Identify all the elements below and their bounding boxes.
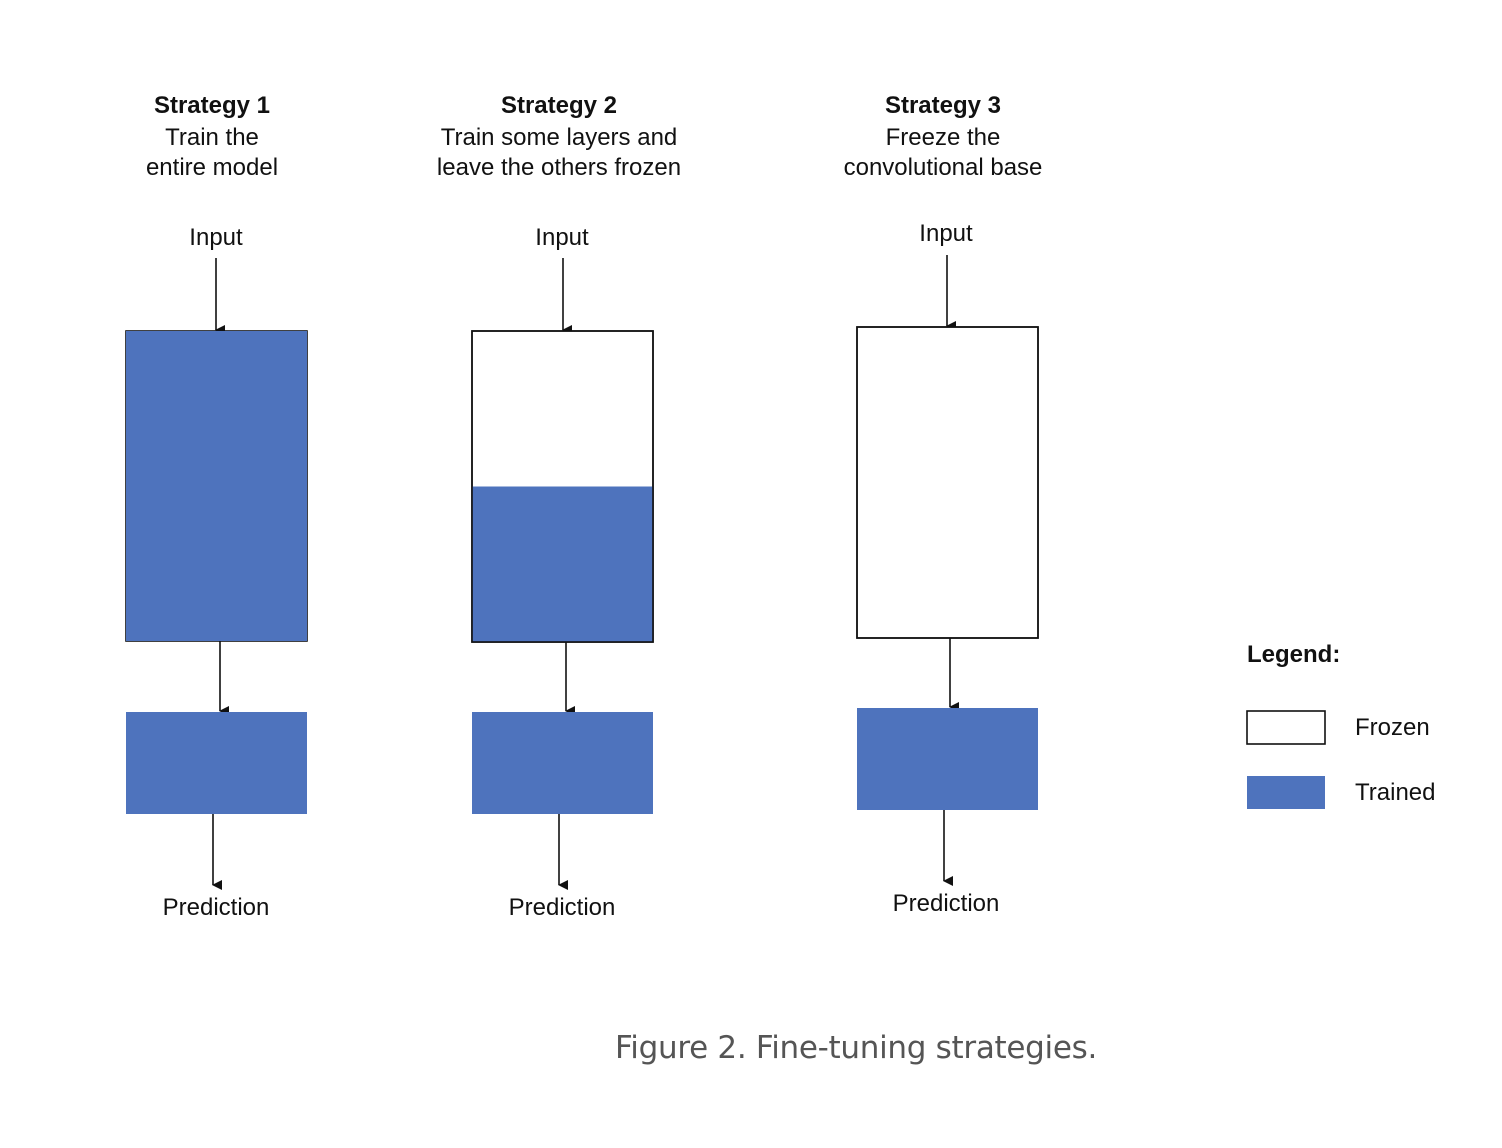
strategy-3-input-label: Input bbox=[919, 220, 973, 247]
strategy-2-base-trained-region bbox=[472, 486, 653, 642]
strategy-1-base-trained-region bbox=[126, 331, 307, 641]
strategy-3-desc-line-2: convolutional base bbox=[844, 154, 1043, 181]
strategy-3-column: Strategy 3 Freeze the convolutional base… bbox=[844, 92, 1043, 917]
strategy-3-head-block bbox=[857, 708, 1038, 810]
strategy-1-desc-line-2: entire model bbox=[146, 154, 278, 181]
strategy-2-title: Strategy 2 bbox=[501, 92, 617, 119]
figure-caption: Figure 2. Fine-tuning strategies. bbox=[615, 1030, 1098, 1066]
strategy-1-title: Strategy 1 bbox=[154, 92, 270, 119]
strategy-1-input-label: Input bbox=[189, 224, 243, 251]
strategy-3-base-block bbox=[856, 326, 1039, 639]
legend-frozen-label: Frozen bbox=[1355, 714, 1430, 741]
strategy-1-head-block bbox=[126, 712, 307, 814]
strategy-3-desc-line-1: Freeze the bbox=[886, 124, 1001, 151]
legend-frozen-swatch bbox=[1246, 710, 1326, 745]
legend: Legend: Frozen Trained bbox=[1246, 641, 1435, 809]
legend-trained-label: Trained bbox=[1355, 779, 1435, 806]
strategy-3-base-outline bbox=[856, 326, 1039, 639]
strategy-2-prediction-label: Prediction bbox=[509, 894, 616, 921]
strategy-3-title: Strategy 3 bbox=[885, 92, 1001, 119]
legend-trained-swatch bbox=[1247, 776, 1325, 809]
strategy-2-column: Strategy 2 Train some layers and leave t… bbox=[437, 92, 681, 921]
strategy-2-input-label: Input bbox=[535, 224, 589, 251]
strategy-2-base-outline bbox=[471, 330, 654, 643]
legend-title: Legend: bbox=[1247, 641, 1340, 668]
strategy-3-base-frozen-region bbox=[856, 326, 1039, 639]
strategy-1-desc-line-1: Train the bbox=[165, 124, 259, 151]
strategy-1-prediction-label: Prediction bbox=[163, 894, 270, 921]
strategy-2-base-block bbox=[471, 330, 654, 643]
strategy-2-desc-line-1: Train some layers and bbox=[441, 124, 678, 151]
strategy-1-base-block bbox=[125, 330, 308, 642]
strategy-3-prediction-label: Prediction bbox=[893, 890, 1000, 917]
strategy-1-column: Strategy 1 Train the entire model Input … bbox=[125, 92, 308, 921]
strategy-2-desc-line-2: leave the others frozen bbox=[437, 154, 681, 181]
strategy-2-head-block bbox=[472, 712, 653, 814]
